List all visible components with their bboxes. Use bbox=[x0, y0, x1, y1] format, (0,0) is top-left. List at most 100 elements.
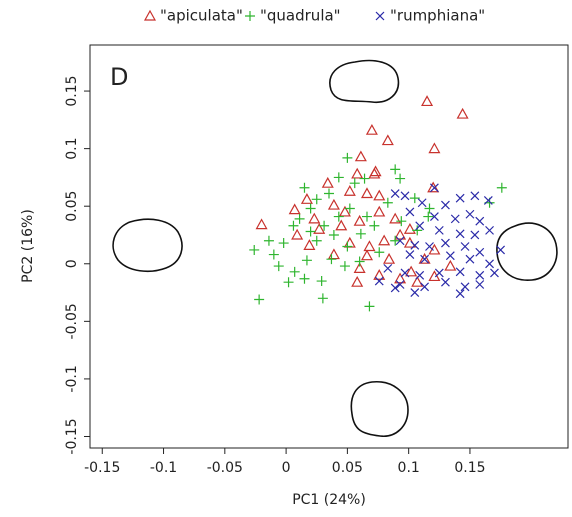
point bbox=[490, 268, 499, 278]
point bbox=[344, 203, 355, 214]
point bbox=[420, 282, 430, 292]
point bbox=[485, 259, 494, 269]
point bbox=[383, 263, 393, 273]
point bbox=[429, 212, 439, 221]
point bbox=[415, 270, 425, 280]
point bbox=[365, 123, 378, 135]
point bbox=[374, 276, 384, 286]
point bbox=[353, 214, 366, 226]
point bbox=[434, 225, 444, 235]
point bbox=[311, 194, 322, 205]
point bbox=[361, 211, 372, 222]
point bbox=[415, 221, 425, 231]
point bbox=[455, 267, 465, 277]
point bbox=[373, 189, 386, 201]
point bbox=[255, 218, 268, 230]
point bbox=[305, 226, 316, 237]
point bbox=[441, 277, 450, 287]
point bbox=[294, 213, 305, 224]
point bbox=[455, 289, 465, 299]
point bbox=[441, 238, 450, 248]
point bbox=[278, 238, 289, 249]
point bbox=[475, 280, 485, 289]
point bbox=[429, 183, 439, 193]
point bbox=[381, 134, 394, 146]
point bbox=[299, 273, 310, 284]
point bbox=[354, 150, 367, 162]
x-tick-label: -0.1 bbox=[150, 460, 177, 476]
point bbox=[299, 182, 310, 193]
point bbox=[445, 251, 455, 261]
point bbox=[305, 203, 316, 214]
point bbox=[359, 173, 370, 184]
point bbox=[374, 247, 385, 258]
x-axis-label: PC1 (24%) bbox=[292, 492, 366, 508]
point bbox=[475, 270, 485, 280]
point bbox=[411, 275, 424, 287]
point bbox=[405, 265, 418, 277]
point bbox=[412, 225, 423, 236]
point bbox=[369, 165, 382, 177]
point bbox=[465, 209, 475, 219]
point bbox=[475, 247, 485, 257]
shape-outline-right bbox=[496, 222, 558, 281]
point bbox=[425, 242, 434, 251]
point bbox=[428, 270, 441, 282]
point bbox=[311, 235, 322, 246]
point bbox=[360, 249, 374, 261]
point bbox=[394, 228, 407, 240]
point bbox=[389, 212, 402, 224]
point bbox=[324, 188, 334, 199]
point bbox=[424, 203, 435, 214]
point bbox=[483, 196, 493, 205]
point bbox=[409, 193, 420, 204]
legend-label: "quadrula" bbox=[260, 7, 341, 25]
point bbox=[333, 211, 344, 222]
point bbox=[354, 256, 365, 267]
y-tick-label: 0 bbox=[64, 259, 80, 268]
point bbox=[456, 107, 469, 119]
point bbox=[283, 277, 294, 288]
point bbox=[333, 172, 344, 183]
x-tick-label: 0.05 bbox=[332, 460, 363, 476]
point bbox=[317, 293, 328, 304]
point bbox=[400, 191, 410, 201]
point bbox=[382, 197, 393, 208]
y-tick-label: 0.05 bbox=[64, 191, 80, 222]
y-tick-label: -0.1 bbox=[64, 365, 80, 392]
point bbox=[360, 187, 374, 199]
point bbox=[288, 203, 301, 215]
point bbox=[420, 254, 430, 264]
point bbox=[249, 244, 260, 255]
point bbox=[373, 269, 386, 280]
point bbox=[418, 252, 431, 264]
point bbox=[321, 176, 334, 188]
legend-label: "rumphiana" bbox=[390, 7, 485, 25]
point bbox=[475, 216, 485, 226]
point bbox=[355, 228, 366, 239]
point bbox=[395, 280, 405, 289]
point bbox=[460, 282, 470, 292]
x-tick-label: -0.15 bbox=[84, 460, 120, 476]
point bbox=[342, 241, 353, 252]
point bbox=[326, 254, 337, 265]
point bbox=[455, 229, 465, 239]
point bbox=[485, 225, 494, 235]
point bbox=[335, 219, 348, 231]
point bbox=[263, 235, 274, 246]
y-axis-label: PC2 (16%) bbox=[20, 209, 36, 283]
point bbox=[444, 259, 457, 271]
point bbox=[338, 205, 351, 217]
x-tick-label: 0.15 bbox=[454, 460, 485, 476]
point bbox=[313, 222, 326, 234]
point bbox=[390, 164, 401, 175]
legend-label: "apiculata" bbox=[160, 7, 243, 25]
y-tick-label: -0.05 bbox=[64, 303, 80, 339]
point bbox=[450, 214, 460, 224]
point bbox=[396, 216, 407, 227]
point bbox=[288, 220, 299, 231]
point bbox=[328, 229, 339, 240]
point bbox=[363, 240, 376, 252]
legend-symbol bbox=[375, 11, 385, 21]
point bbox=[378, 234, 391, 246]
